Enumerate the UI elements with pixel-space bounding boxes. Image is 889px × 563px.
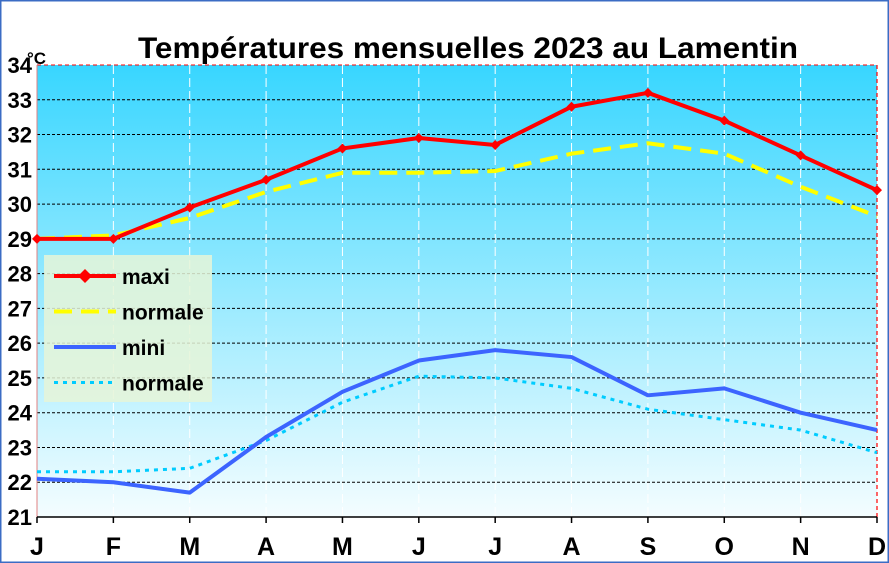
x-tick-label: N — [792, 533, 810, 561]
x-tick-label: F — [106, 533, 121, 561]
y-tick-label: 30 — [8, 192, 32, 217]
data-point-marker — [795, 150, 806, 161]
x-tick-label: A — [257, 533, 275, 561]
y-tick-label: 27 — [8, 296, 32, 321]
y-tick-label: 24 — [8, 401, 33, 426]
y-tick-label: 23 — [8, 435, 32, 460]
legend-label: maxi — [122, 266, 170, 289]
data-point-marker — [337, 143, 348, 154]
y-tick-label: 29 — [8, 227, 32, 252]
data-point-marker — [413, 133, 424, 144]
data-point-marker — [642, 87, 653, 98]
x-tick-label: D — [868, 533, 886, 561]
data-point-marker — [566, 101, 577, 112]
y-tick-label: 28 — [8, 262, 32, 287]
y-tick-label: 34 — [8, 53, 33, 78]
x-tick-label: J — [30, 533, 44, 561]
legend-label: normale — [122, 373, 204, 396]
chart-title: Températures mensuelles 2023 au Lamentin — [138, 32, 798, 65]
data-point-marker — [108, 233, 119, 244]
legend-label: normale — [122, 302, 204, 325]
legend-box — [44, 255, 212, 402]
x-tick-label: A — [563, 533, 581, 561]
data-point-marker — [719, 115, 730, 126]
series-line-normale-1 — [36, 141, 878, 241]
series-line-mini-2 — [36, 348, 878, 495]
x-tick-label: J — [488, 533, 502, 561]
x-tick-label: O — [715, 533, 734, 561]
data-point-marker — [184, 202, 195, 213]
x-tick-label: M — [332, 533, 353, 561]
x-tick-label: M — [179, 533, 200, 561]
data-point-marker — [872, 185, 882, 196]
y-tick-label: 33 — [8, 88, 32, 113]
data-point-marker — [490, 139, 501, 150]
y-axis-unit: °C — [27, 49, 46, 68]
y-tick-label: 32 — [8, 123, 32, 148]
data-point-marker — [32, 233, 42, 244]
y-tick-label: 26 — [8, 331, 32, 356]
series-line-normale-3 — [37, 374, 878, 474]
series-line-maxi-0 — [37, 90, 878, 241]
legend-label: mini — [122, 337, 165, 360]
legend-marker — [78, 269, 92, 283]
y-tick-label: 22 — [8, 470, 32, 495]
y-tick-label: 21 — [8, 505, 32, 530]
y-tick-label: 25 — [8, 366, 32, 391]
data-point-marker — [261, 174, 272, 185]
x-tick-label: J — [412, 533, 426, 561]
y-tick-label: 31 — [8, 157, 32, 182]
x-tick-label: S — [640, 533, 657, 561]
